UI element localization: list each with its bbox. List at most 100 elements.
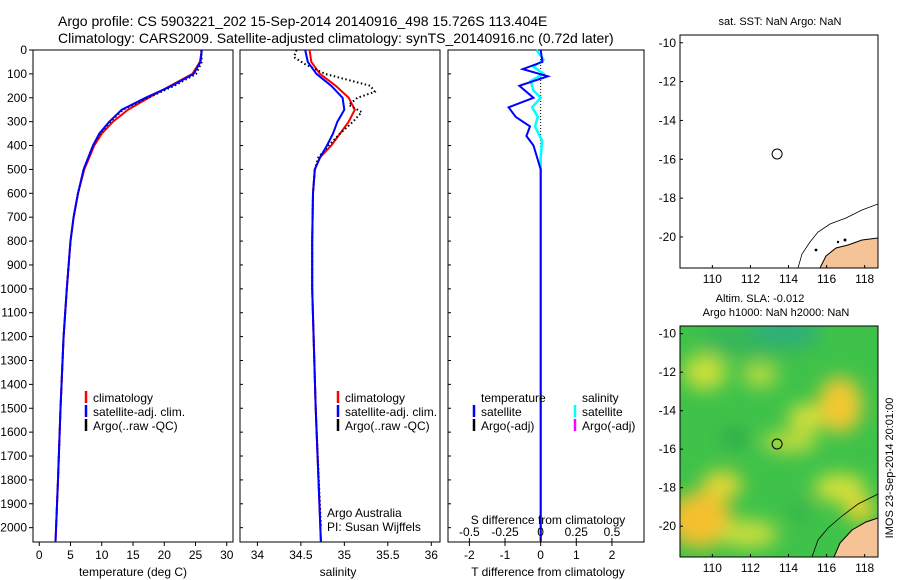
x-tick-label: 25 [189, 548, 203, 562]
y-tick-label: 800 [7, 234, 27, 248]
legend-satellite-label: satellite-adj. clim. [93, 405, 185, 419]
series-line-temperature-satellite [507, 49, 552, 542]
y-tick-label: 500 [7, 162, 27, 176]
sst-map: sat. SST: NaN Argo: NaN 110 112 114 116 118 -… [659, 16, 879, 286]
salinity-panel: 34 34.5 35 35.5 36 salinity climatology sate… [239, 49, 441, 579]
sst-land [820, 238, 878, 268]
x-tick-label: 0 [537, 548, 544, 562]
lat-tick-label: -10 [659, 327, 677, 341]
lon-tick-label: 112 [741, 272, 760, 286]
y-tick-label: 1600 [0, 425, 27, 439]
legend-argo-label: Argo(..raw -QC) [345, 419, 430, 433]
y-tick-label: 900 [7, 258, 27, 272]
legend-satellite-label: satellite-adj. clim. [345, 405, 437, 419]
lon-tick-label: 110 [703, 561, 722, 575]
lat-tick-label: -20 [659, 519, 677, 533]
x-tick-label: 1 [573, 548, 580, 562]
sla-shelf-contour [811, 493, 878, 557]
sst-island [836, 240, 840, 244]
y-tick-label: 400 [7, 139, 27, 153]
lon-tick-label: 118 [855, 272, 874, 286]
sla-coastline [833, 517, 878, 557]
x-tick-label: 34.5 [289, 548, 313, 562]
y-tick-label: 200 [7, 91, 27, 105]
sst-map-frame [679, 34, 879, 269]
sst-island [814, 248, 818, 252]
argo-position-marker [771, 148, 783, 160]
salinity-legend: climatology satellite-adj. clim. Argo(..… [336, 391, 437, 433]
legend-salinity-title: salinity [582, 391, 619, 405]
s-tick-label: 0.5 [604, 525, 621, 539]
lon-tick-label: 118 [855, 561, 874, 575]
x-tick-label: -1 [500, 548, 511, 562]
y-tick-label: 700 [7, 210, 27, 224]
lat-tick-label: -12 [659, 75, 677, 89]
legend-t-satellite-label: satellite [481, 405, 522, 419]
x-tick-label: 36 [425, 548, 439, 562]
difference-legend: temperature salinity satellite Argo(-adj… [472, 391, 635, 433]
lon-tick-label: 116 [817, 561, 836, 575]
sla-map-title-2: Argo h1000: NaN h2000: NaN [703, 307, 850, 319]
x-tick-label: -2 [464, 548, 475, 562]
x-tick-label: 35 [338, 548, 352, 562]
legend-s-argo-label: Argo(-adj) [582, 419, 635, 433]
imos-timestamp-label: IMOS 23-Sep-2014 20:01:00 [884, 398, 896, 539]
salinity-xlabel: salinity [320, 565, 357, 579]
legend-s-satellite-label: satellite [582, 405, 623, 419]
lat-tick-label: -14 [659, 404, 677, 418]
sla-land [834, 518, 878, 557]
temperature-panel: 0100200300400500600700800900100011001200… [0, 43, 233, 579]
y-tick-label: 1100 [1, 306, 27, 320]
y-tick-label: 1800 [0, 473, 27, 487]
temperature-axes-frame [32, 49, 234, 543]
s-tick-label: -0.5 [459, 525, 480, 539]
argo-position-marker [771, 438, 783, 450]
sst-coastline [819, 237, 878, 268]
x-tick-label: 35.5 [376, 548, 400, 562]
lon-tick-label: 112 [741, 561, 760, 575]
x-tick-label: 15 [126, 548, 140, 562]
y-tick-label: 1500 [0, 401, 27, 415]
x-tick-label: 0 [36, 548, 43, 562]
header-line1: Argo profile: CS 5903221_202 15-Sep-2014… [58, 13, 547, 29]
x-tick-label: 20 [158, 548, 172, 562]
legend-climatology-label: climatology [345, 391, 405, 405]
lon-tick-label: 116 [817, 272, 836, 286]
lat-tick-label: -16 [659, 442, 677, 456]
lat-tick-label: -14 [659, 113, 677, 127]
difference-panel: -2 -1 0 1 2 -0.5 -0.25 0 0.25 0.5 S difference fr… [447, 49, 645, 579]
legend-climatology-label: climatology [93, 391, 153, 405]
temperature-legend: climatology satellite-adj. clim. Argo(..… [84, 391, 185, 433]
x-tick-label: 10 [95, 548, 109, 562]
y-tick-label: 1700 [0, 449, 27, 463]
y-tick-label: 0 [20, 43, 27, 57]
sst-shelf-contour [797, 203, 878, 268]
annotation-agency: Argo Australia [327, 506, 402, 520]
lon-tick-label: 114 [779, 272, 798, 286]
sst-map-background [680, 35, 878, 268]
lat-tick-label: -10 [659, 36, 677, 50]
lat-tick-label: -18 [659, 191, 677, 205]
lat-tick-label: -20 [659, 230, 677, 244]
lat-tick-label: -18 [659, 481, 677, 495]
y-tick-label: 100 [7, 67, 27, 81]
s-tick-label: 0.25 [565, 525, 589, 539]
legend-argo-label: Argo(..raw -QC) [93, 419, 178, 433]
difference-axes-frame [447, 49, 645, 543]
temperature-xlabel: temperature (deg C) [79, 565, 187, 579]
sla-field [680, 326, 878, 557]
lat-tick-label: -12 [659, 365, 677, 379]
x-tick-label: 30 [220, 548, 234, 562]
lat-tick-label: -16 [659, 152, 677, 166]
y-tick-label: 300 [7, 115, 27, 129]
series-line-satellite-adj-clim- [304, 49, 346, 543]
series-line-satellite-adj-clim- [54, 49, 203, 543]
lon-tick-label: 114 [779, 561, 798, 575]
legend-temperature-title: temperature [481, 391, 546, 405]
sla-map: Altim. SLA: -0.012 Argo h1000: NaN h2000… [659, 293, 879, 575]
legend-t-argo-label: Argo(-adj) [481, 419, 534, 433]
y-tick-label: 1300 [0, 353, 27, 367]
y-tick-label: 600 [7, 186, 27, 200]
s-difference-label: S difference from climatology [471, 513, 626, 527]
